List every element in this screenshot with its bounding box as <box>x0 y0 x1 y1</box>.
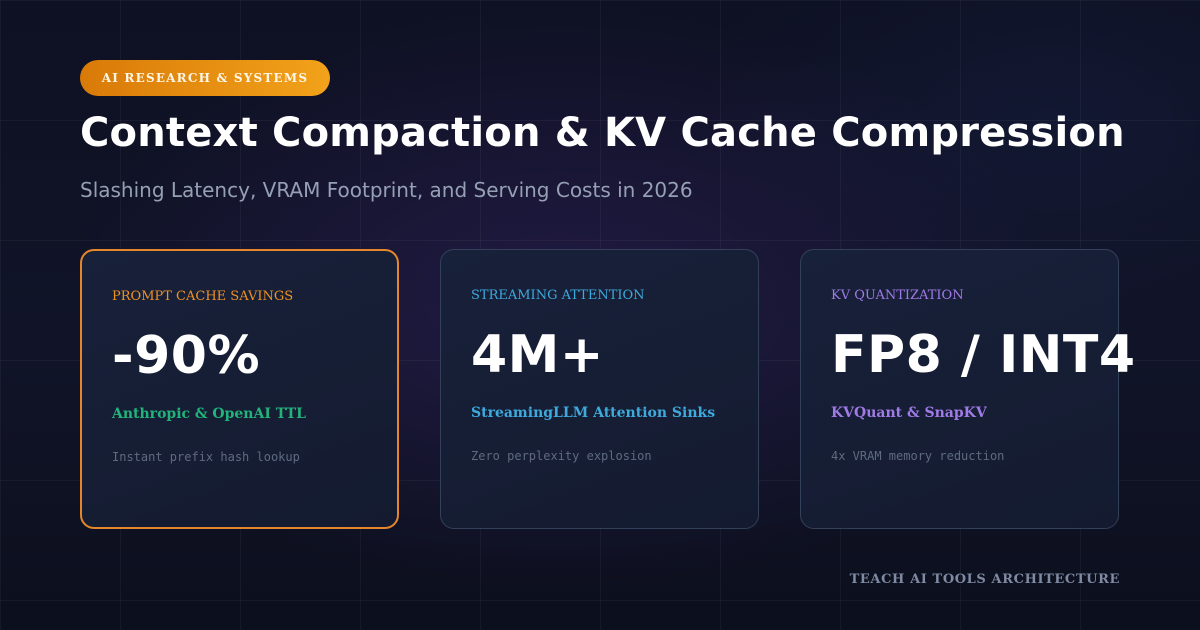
card-source: StreamingLLM Attention Sinks <box>471 405 716 421</box>
card-label: KV QUANTIZATION <box>831 288 964 303</box>
card-kv-quantization: KV QUANTIZATION FP8 / INT4 KVQuant & Sna… <box>800 249 1135 529</box>
category-badge: AI RESEARCH & SYSTEMS <box>80 60 330 96</box>
card-source: KVQuant & SnapKV <box>831 405 987 421</box>
card-value: 4M+ <box>471 325 604 385</box>
card-label: STREAMING ATTENTION <box>471 288 645 303</box>
card-value: FP8 / INT4 <box>831 325 1136 385</box>
card-prompt-cache: PROMPT CACHE SAVINGS -90% Anthropic & Op… <box>80 249 399 529</box>
card-description: Zero perplexity explosion <box>471 449 652 463</box>
card-source: Anthropic & OpenAI TTL <box>112 406 306 422</box>
page-subtitle: Slashing Latency, VRAM Footprint, and Se… <box>80 178 693 202</box>
card-value: -90% <box>112 326 261 386</box>
page-title: Context Compaction & KV Cache Compressio… <box>80 110 1125 156</box>
card-description: 4x VRAM memory reduction <box>831 449 1005 463</box>
card-description: Instant prefix hash lookup <box>112 450 300 464</box>
footer-brand: TEACH AI TOOLS ARCHITECTURE <box>849 572 1120 587</box>
card-label: PROMPT CACHE SAVINGS <box>112 289 294 304</box>
card-streaming-attention: STREAMING ATTENTION 4M+ StreamingLLM Att… <box>440 249 759 529</box>
